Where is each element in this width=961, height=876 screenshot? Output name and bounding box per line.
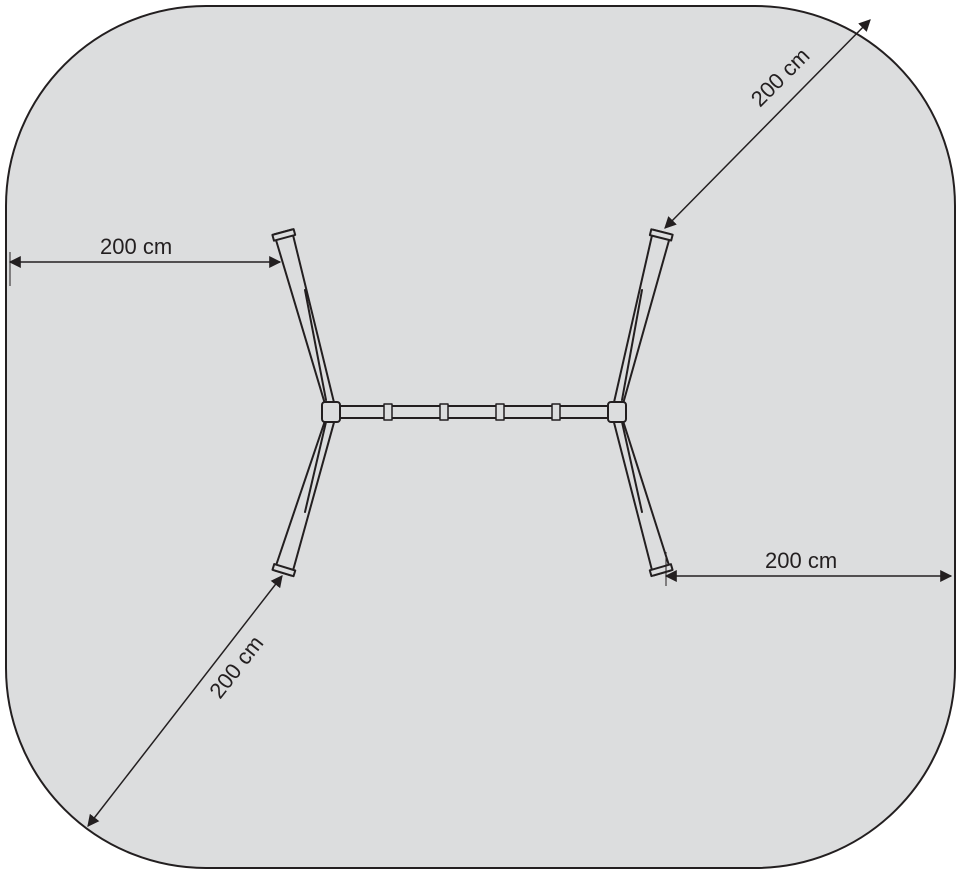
- crossbar: [332, 406, 616, 418]
- joint-hub: [322, 402, 340, 422]
- crossbar-segment-mark: [552, 404, 560, 420]
- safety-area-outline: [6, 6, 955, 868]
- crossbar-segment-mark: [496, 404, 504, 420]
- dimension-left-label: 200 cm: [100, 234, 172, 259]
- dimension-right-label: 200 cm: [765, 548, 837, 573]
- crossbar-segment-mark: [384, 404, 392, 420]
- crossbar-segment-mark: [440, 404, 448, 420]
- joint-hub: [608, 402, 626, 422]
